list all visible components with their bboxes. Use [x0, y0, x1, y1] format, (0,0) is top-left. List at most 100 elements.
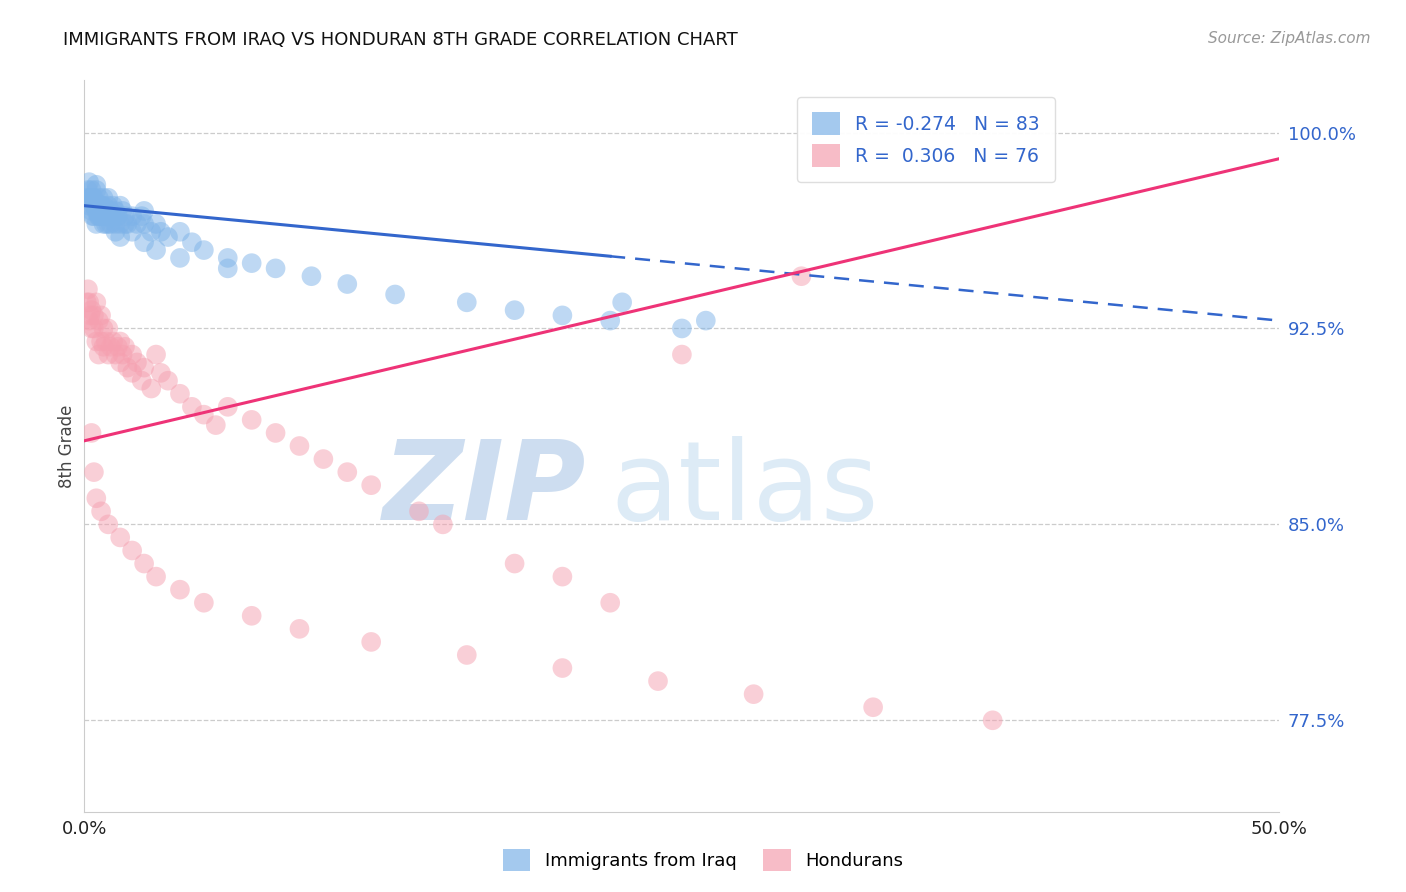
Point: [110, 334, 132, 349]
Point: [145, 569, 167, 583]
Point: [149, 366, 172, 380]
Point: [79, 309, 101, 323]
Point: [145, 243, 167, 257]
Point: [336, 465, 359, 479]
Point: [100, 203, 122, 218]
Point: [90, 309, 112, 323]
Point: [107, 209, 129, 223]
Point: [79, 191, 101, 205]
Point: [240, 256, 263, 270]
Point: [456, 648, 478, 662]
Point: [110, 217, 132, 231]
Point: [83, 209, 105, 223]
Text: IMMIGRANTS FROM IRAQ VS HONDURAN 8TH GRADE CORRELATION CHART: IMMIGRANTS FROM IRAQ VS HONDURAN 8TH GRA…: [63, 31, 738, 49]
Point: [97, 321, 120, 335]
Point: [83, 199, 105, 213]
Point: [205, 418, 228, 433]
Point: [503, 303, 526, 318]
Point: [169, 582, 191, 597]
Point: [599, 313, 621, 327]
Point: [157, 374, 180, 388]
Point: [981, 714, 1004, 728]
Point: [145, 348, 167, 362]
Point: [87, 313, 110, 327]
Point: [94, 334, 117, 349]
Point: [86, 334, 108, 349]
Point: [93, 209, 115, 223]
Point: [80, 303, 103, 318]
Point: [87, 209, 110, 223]
Point: [80, 425, 103, 440]
Point: [132, 360, 156, 375]
Point: [86, 178, 108, 192]
Point: [107, 340, 129, 354]
Point: [87, 203, 110, 218]
Point: [93, 340, 115, 354]
Point: [100, 217, 122, 231]
Point: [76, 191, 98, 205]
Point: [90, 199, 112, 213]
Point: [77, 199, 100, 213]
Point: [121, 543, 143, 558]
Point: [90, 209, 112, 223]
Point: [97, 191, 120, 205]
Point: [114, 209, 136, 223]
Point: [360, 478, 382, 492]
Point: [671, 348, 693, 362]
Point: [93, 321, 115, 335]
Point: [94, 209, 117, 223]
Point: [83, 321, 105, 335]
Point: [101, 334, 124, 349]
Point: [503, 557, 526, 571]
Point: [169, 251, 191, 265]
Point: [104, 348, 127, 362]
Point: [131, 374, 153, 388]
Point: [217, 400, 239, 414]
Point: [83, 465, 105, 479]
Point: [100, 209, 122, 223]
Point: [169, 225, 191, 239]
Point: [97, 217, 120, 231]
Point: [264, 261, 287, 276]
Point: [83, 191, 105, 205]
Point: [132, 235, 156, 250]
Point: [169, 386, 191, 401]
Point: [87, 348, 110, 362]
Point: [86, 199, 108, 213]
Point: [125, 355, 148, 369]
Point: [77, 183, 100, 197]
Point: [82, 191, 104, 205]
Point: [551, 569, 574, 583]
Point: [82, 209, 104, 223]
Point: [86, 183, 108, 197]
Y-axis label: 8th Grade: 8th Grade: [58, 404, 76, 488]
Point: [77, 175, 100, 189]
Point: [94, 217, 117, 231]
Point: [97, 348, 120, 362]
Point: [87, 191, 110, 205]
Point: [97, 199, 120, 213]
Point: [80, 191, 103, 205]
Point: [121, 348, 143, 362]
Point: [97, 209, 120, 223]
Point: [114, 217, 136, 231]
Point: [288, 622, 311, 636]
Point: [181, 235, 204, 250]
Point: [80, 203, 103, 218]
Point: [76, 295, 98, 310]
Point: [125, 217, 148, 231]
Point: [110, 531, 132, 545]
Text: ZIP: ZIP: [382, 436, 586, 543]
Point: [240, 608, 263, 623]
Point: [90, 504, 112, 518]
Point: [551, 661, 574, 675]
Point: [131, 209, 153, 223]
Point: [360, 635, 382, 649]
Point: [77, 282, 100, 296]
Text: atlas: atlas: [610, 436, 879, 543]
Point: [141, 382, 163, 396]
Point: [101, 199, 124, 213]
Point: [408, 504, 430, 518]
Point: [264, 425, 287, 440]
Point: [114, 340, 136, 354]
